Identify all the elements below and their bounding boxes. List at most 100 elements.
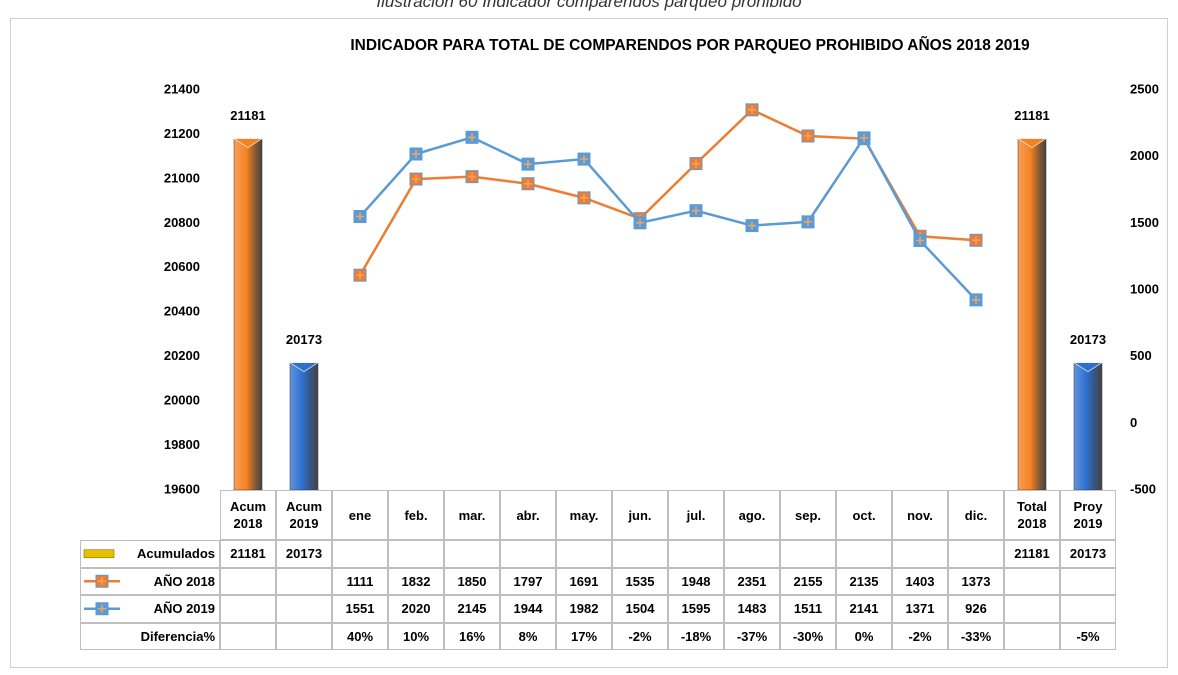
table-cell: 1371: [892, 595, 948, 623]
table-cell: -33%: [948, 622, 1004, 650]
marker-cross: [98, 577, 106, 586]
table-cell: 1595: [668, 595, 724, 623]
x-tick-label: sep.: [780, 490, 836, 540]
table-cell: [332, 540, 388, 568]
x-tick-label: Proy 2019: [1060, 490, 1116, 540]
table-cell: 21181: [1004, 540, 1060, 568]
table-cell: 1691: [556, 567, 612, 595]
line: [358, 108, 977, 276]
table-cell: [1060, 567, 1116, 595]
table-cell: -2%: [892, 622, 948, 650]
marker-cross: [692, 159, 700, 168]
y2-tick-label: 2000: [1130, 148, 1159, 163]
data-label: 20173: [1070, 332, 1106, 347]
marker-cross: [412, 175, 420, 184]
bar: [289, 362, 319, 491]
table-cell: -30%: [780, 622, 836, 650]
y2-tick-label: 0: [1130, 415, 1137, 430]
x-tick-label: Acum 2018: [220, 490, 276, 540]
table-cell: 2135: [836, 567, 892, 595]
x-tick-label: abr.: [500, 490, 556, 540]
bar-cap: [1016, 138, 1048, 149]
marker-cross: [804, 217, 812, 226]
marker-cross: [748, 105, 756, 114]
bar-cap: [1072, 362, 1104, 373]
table-cell: [1060, 595, 1116, 623]
chart-title: INDICADOR PARA TOTAL DE COMPARENDOS POR …: [350, 36, 1030, 54]
table-cell: [668, 540, 724, 568]
table-cell: 8%: [500, 622, 556, 650]
marker-cross: [916, 236, 924, 245]
x-tick-label: jun.: [612, 490, 668, 540]
bar-cap: [232, 138, 264, 149]
table-cell: 1483: [724, 595, 780, 623]
marker-cross: [356, 271, 364, 280]
y2-tick-label: 1500: [1130, 215, 1159, 230]
table-cell: [780, 540, 836, 568]
table-cell: 20173: [1060, 540, 1116, 568]
line: [359, 135, 977, 301]
table-cell: 0%: [836, 622, 892, 650]
legend-entry: AÑO 2018: [80, 567, 220, 595]
x-tick-label: may.: [556, 490, 612, 540]
x-tick-label: ene: [332, 490, 388, 540]
marker-cross: [580, 193, 588, 202]
y-tick-label: 20200: [164, 348, 200, 363]
y2-tick-label: 2500: [1130, 81, 1159, 96]
y-tick-label: 21000: [164, 170, 200, 185]
y-tick-label: 21400: [164, 81, 200, 96]
x-tick-label: Total 2018: [1004, 490, 1060, 540]
table-cell: 2351: [724, 567, 780, 595]
bar: [233, 138, 263, 491]
y-tick-label: 19600: [164, 481, 200, 496]
y2-tick-label: 1000: [1130, 281, 1159, 296]
table-cell: [388, 540, 444, 568]
table-cell: [500, 540, 556, 568]
marker-cross: [804, 132, 812, 140]
table-cell: 1850: [444, 567, 500, 595]
table-cell: [836, 540, 892, 568]
table-cell: [276, 567, 332, 595]
bar: [1017, 138, 1047, 491]
table-cell: [612, 540, 668, 568]
table-cell: -37%: [724, 622, 780, 650]
y2-tick-label: 500: [1130, 348, 1152, 363]
y-tick-label: 20000: [164, 393, 200, 408]
table-cell: 16%: [444, 622, 500, 650]
table-cell: 1797: [500, 567, 556, 595]
legend-swatch: [83, 549, 115, 559]
bar-cap: [288, 362, 320, 373]
table-cell: [220, 567, 276, 595]
marker-cross: [468, 172, 476, 181]
y-tick-label: 21200: [164, 126, 200, 141]
data-label: 21181: [230, 108, 265, 123]
legend-entry: Acumulados: [80, 540, 220, 568]
table-cell: [1004, 622, 1060, 650]
table-cell: 1535: [612, 567, 668, 595]
x-tick-label: dic.: [948, 490, 1004, 540]
x-tick-label: oct.: [836, 490, 892, 540]
table-cell: 1373: [948, 567, 1004, 595]
marker-cross: [972, 295, 980, 304]
x-tick-label: ago.: [724, 490, 780, 540]
marker-cross: [524, 160, 532, 169]
x-tick-label: nov.: [892, 490, 948, 540]
marker-cross: [524, 179, 532, 188]
table-cell: [948, 540, 1004, 568]
marker-cross: [692, 206, 700, 215]
table-cell: 17%: [556, 622, 612, 650]
marker-cross: [356, 212, 364, 221]
table-cell: [444, 540, 500, 568]
table-cell: [1004, 595, 1060, 623]
x-tick-label: feb.: [388, 490, 444, 540]
table-cell: [276, 622, 332, 650]
table-cell: 1832: [388, 567, 444, 595]
table-cell: -18%: [668, 622, 724, 650]
y-tick-label: 19800: [164, 437, 200, 452]
table-cell: 2155: [780, 567, 836, 595]
table-cell: -5%: [1060, 622, 1116, 650]
x-tick-label: jul.: [668, 490, 724, 540]
table-cell: [892, 540, 948, 568]
